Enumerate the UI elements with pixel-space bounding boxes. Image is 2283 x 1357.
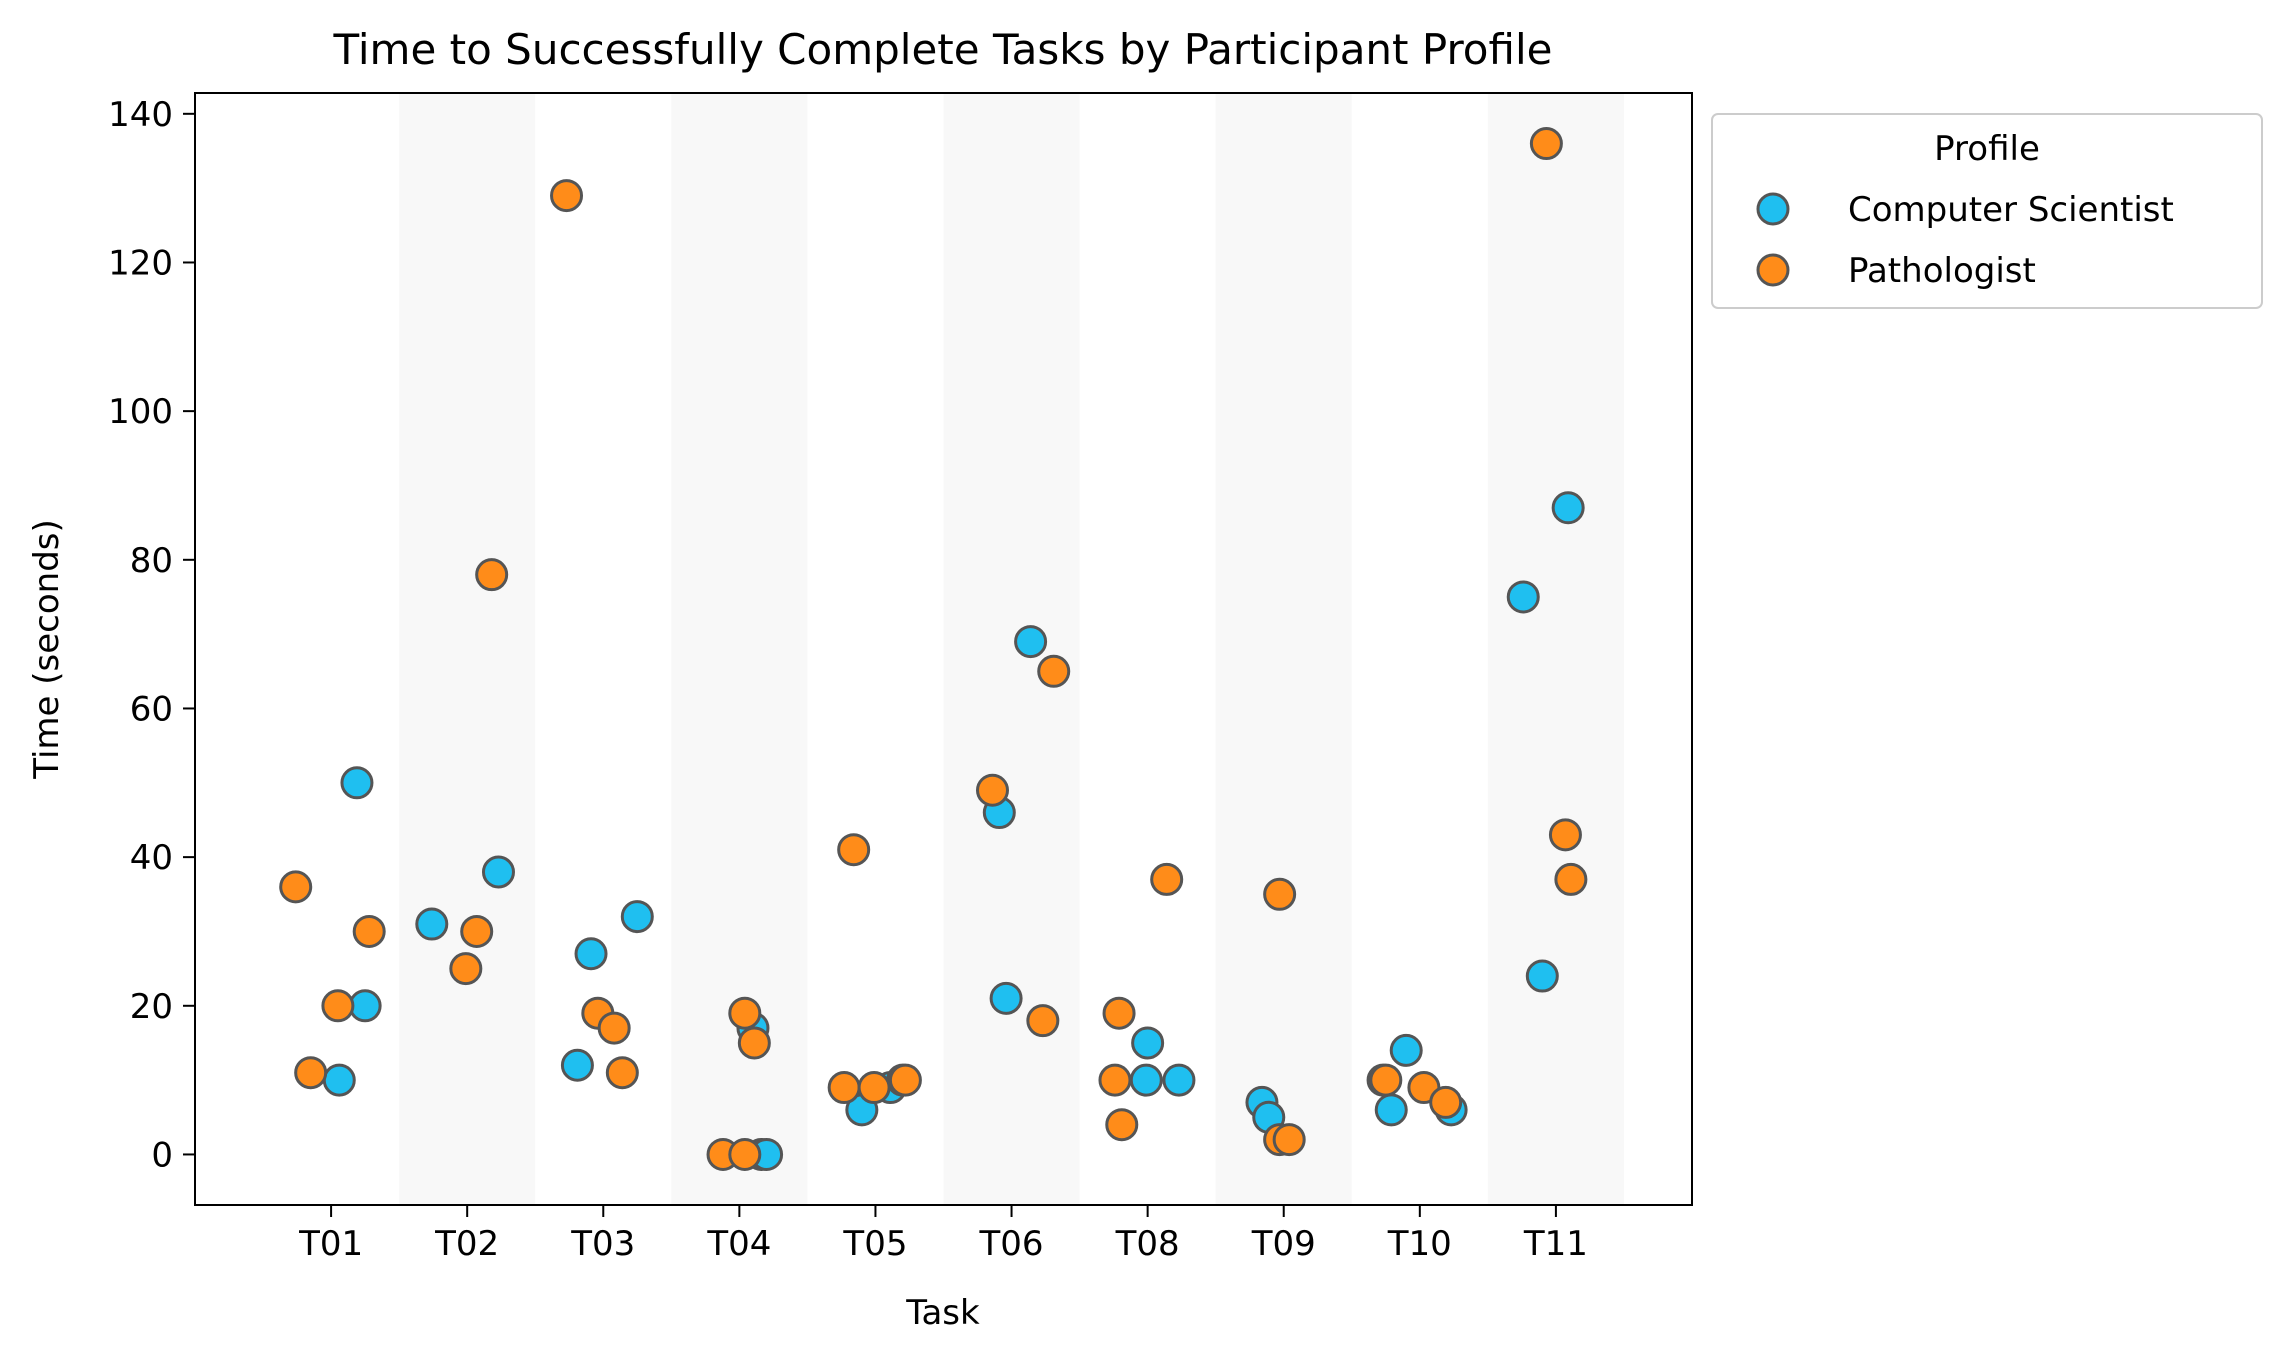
- point-computer-scientist: [415, 907, 449, 941]
- legend: Profile Computer Scientist Pathologist: [1711, 113, 2263, 309]
- y-tick-label-100: 100: [108, 392, 173, 432]
- x-tick-label-t06: T06: [979, 1224, 1044, 1264]
- x-tick-label-t11: T11: [1523, 1224, 1588, 1264]
- y-tick-label-40: 40: [130, 838, 173, 878]
- point-pathologist: [294, 1056, 328, 1090]
- chart-title: Time to Successfully Complete Tasks by P…: [333, 25, 1553, 74]
- plot-area-frame: [194, 92, 1693, 1206]
- point-pathologist: [605, 1056, 639, 1090]
- point-computer-scientist: [1551, 491, 1585, 525]
- y-tick-label-20: 20: [130, 987, 173, 1027]
- point-pathologist: [449, 952, 483, 986]
- point-pathologist: [1272, 1123, 1306, 1157]
- legend-marker-pathologist: [1756, 253, 1790, 287]
- point-pathologist: [857, 1071, 891, 1105]
- point-computer-scientist: [1129, 1063, 1163, 1097]
- point-computer-scientist: [989, 981, 1023, 1015]
- x-axis-label: Task: [905, 1293, 980, 1333]
- y-tick-label-60: 60: [130, 689, 173, 729]
- point-computer-scientist: [348, 989, 382, 1023]
- point-computer-scientist: [1389, 1033, 1423, 1067]
- point-computer-scientist: [1131, 1026, 1165, 1060]
- point-pathologist: [1548, 818, 1582, 852]
- x-tick-label-t05: T05: [842, 1224, 907, 1264]
- point-pathologist: [1554, 862, 1588, 896]
- legend-marker-computer-scientist: [1756, 192, 1790, 226]
- point-pathologist: [1102, 996, 1136, 1030]
- point-pathologist: [321, 989, 355, 1023]
- x-tick-label-t09: T09: [1251, 1224, 1316, 1264]
- point-pathologist: [837, 833, 871, 867]
- x-tick-label-t10: T10: [1387, 1224, 1452, 1264]
- y-tick-label-120: 120: [108, 243, 173, 283]
- band-t06: [943, 93, 1080, 1205]
- point-pathologist: [888, 1063, 922, 1097]
- y-tick-label-140: 140: [108, 95, 173, 135]
- x-tick-label-t04: T04: [706, 1224, 771, 1264]
- point-computer-scientist: [1525, 959, 1559, 993]
- point-computer-scientist: [1014, 625, 1048, 659]
- alternating-category-bands: [399, 93, 1624, 1205]
- band-t02: [399, 93, 536, 1205]
- point-pathologist: [460, 914, 494, 948]
- point-pathologist: [1026, 1004, 1060, 1038]
- x-tick-label-t02: T02: [434, 1224, 499, 1264]
- point-computer-scientist: [481, 855, 515, 889]
- band-t09: [1215, 93, 1352, 1205]
- point-computer-scientist: [620, 900, 654, 934]
- point-computer-scientist: [322, 1063, 356, 1097]
- point-computer-scientist: [560, 1048, 594, 1082]
- legend-label-computer-scientist: Computer Scientist: [1848, 190, 2174, 230]
- axis-ticks: T01 T02 T03 T04 T05 T06 T08 T09 T10 T11 0 20 40 60 80 1…: [108, 95, 1588, 1264]
- point-pathologist: [1429, 1085, 1463, 1119]
- point-pathologist: [550, 179, 584, 213]
- point-computer-scientist: [1374, 1093, 1408, 1127]
- point-computer-scientist: [1506, 580, 1540, 614]
- legend-box: [1711, 113, 2263, 309]
- point-pathologist: [597, 1011, 631, 1045]
- point-pathologist: [737, 1026, 771, 1060]
- point-pathologist: [728, 996, 762, 1030]
- point-pathologist: [1037, 654, 1071, 688]
- point-pathologist: [352, 914, 386, 948]
- point-pathologist: [1529, 127, 1563, 161]
- data-points: [279, 127, 1588, 1171]
- legend-label-pathologist: Pathologist: [1848, 251, 2036, 291]
- point-pathologist: [1263, 877, 1297, 911]
- x-tick-label-t01: T01: [298, 1224, 363, 1264]
- point-pathologist: [827, 1071, 861, 1105]
- point-pathologist: [1369, 1063, 1403, 1097]
- y-tick-label-80: 80: [130, 541, 173, 581]
- point-pathologist: [475, 558, 509, 592]
- point-pathologist: [975, 773, 1009, 807]
- point-computer-scientist: [1162, 1063, 1196, 1097]
- point-pathologist: [1098, 1063, 1132, 1097]
- point-pathologist: [728, 1137, 762, 1171]
- series-pathologist: [279, 127, 1588, 1171]
- x-tick-label-t08: T08: [1115, 1224, 1180, 1264]
- legend-title: Profile: [1934, 129, 2040, 169]
- y-tick-label-0: 0: [151, 1135, 173, 1175]
- point-pathologist: [1105, 1108, 1139, 1142]
- point-computer-scientist: [340, 766, 374, 800]
- band-t11: [1487, 93, 1624, 1205]
- x-tick-label-t03: T03: [570, 1224, 635, 1264]
- point-computer-scientist: [574, 937, 608, 971]
- point-pathologist: [1150, 862, 1184, 896]
- point-pathologist: [279, 870, 313, 904]
- y-axis-label: Time (seconds): [27, 519, 67, 780]
